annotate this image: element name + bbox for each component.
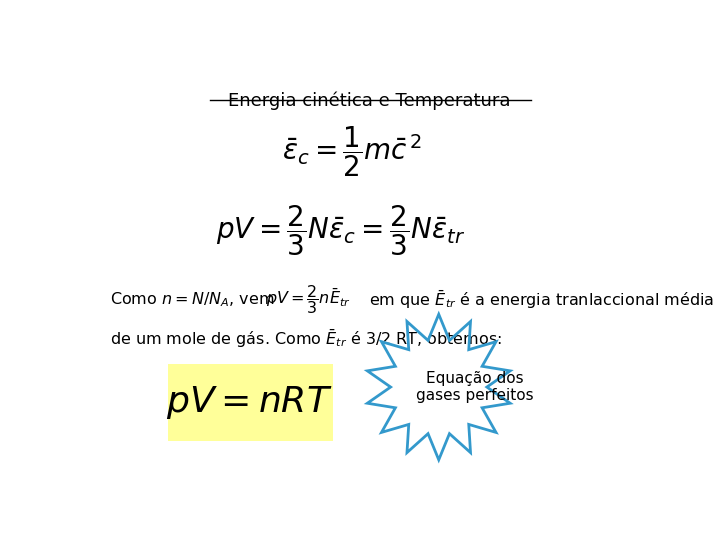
Text: de um mole de gás. Como $\bar{E}_{tr}$ é 3/2 RT, obtemos:: de um mole de gás. Como $\bar{E}_{tr}$ é… — [109, 328, 501, 350]
Text: Energia cinética e Temperatura: Energia cinética e Temperatura — [228, 92, 510, 110]
Text: $pV = \dfrac{2}{3}N\bar{\varepsilon}_c = \dfrac{2}{3}N\bar{\varepsilon}_{tr}$: $pV = \dfrac{2}{3}N\bar{\varepsilon}_c =… — [217, 204, 466, 259]
FancyBboxPatch shape — [168, 364, 333, 441]
Text: Equação dos
gases perfeitos: Equação dos gases perfeitos — [416, 371, 534, 403]
Text: $pV = nRT$: $pV = nRT$ — [166, 384, 332, 421]
Text: em que $\bar{E}_{tr}$ é a energia tranlaccional média: em que $\bar{E}_{tr}$ é a energia tranla… — [369, 288, 714, 311]
Text: Como $n = N/N_A$, vem: Como $n = N/N_A$, vem — [109, 291, 274, 309]
Text: $\bar{\varepsilon}_c = \dfrac{1}{2}m\bar{c}^{\,2}$: $\bar{\varepsilon}_c = \dfrac{1}{2}m\bar… — [282, 125, 423, 179]
Text: $pV = \dfrac{2}{3}n\bar{E}_{tr}$: $pV = \dfrac{2}{3}n\bar{E}_{tr}$ — [266, 284, 351, 316]
